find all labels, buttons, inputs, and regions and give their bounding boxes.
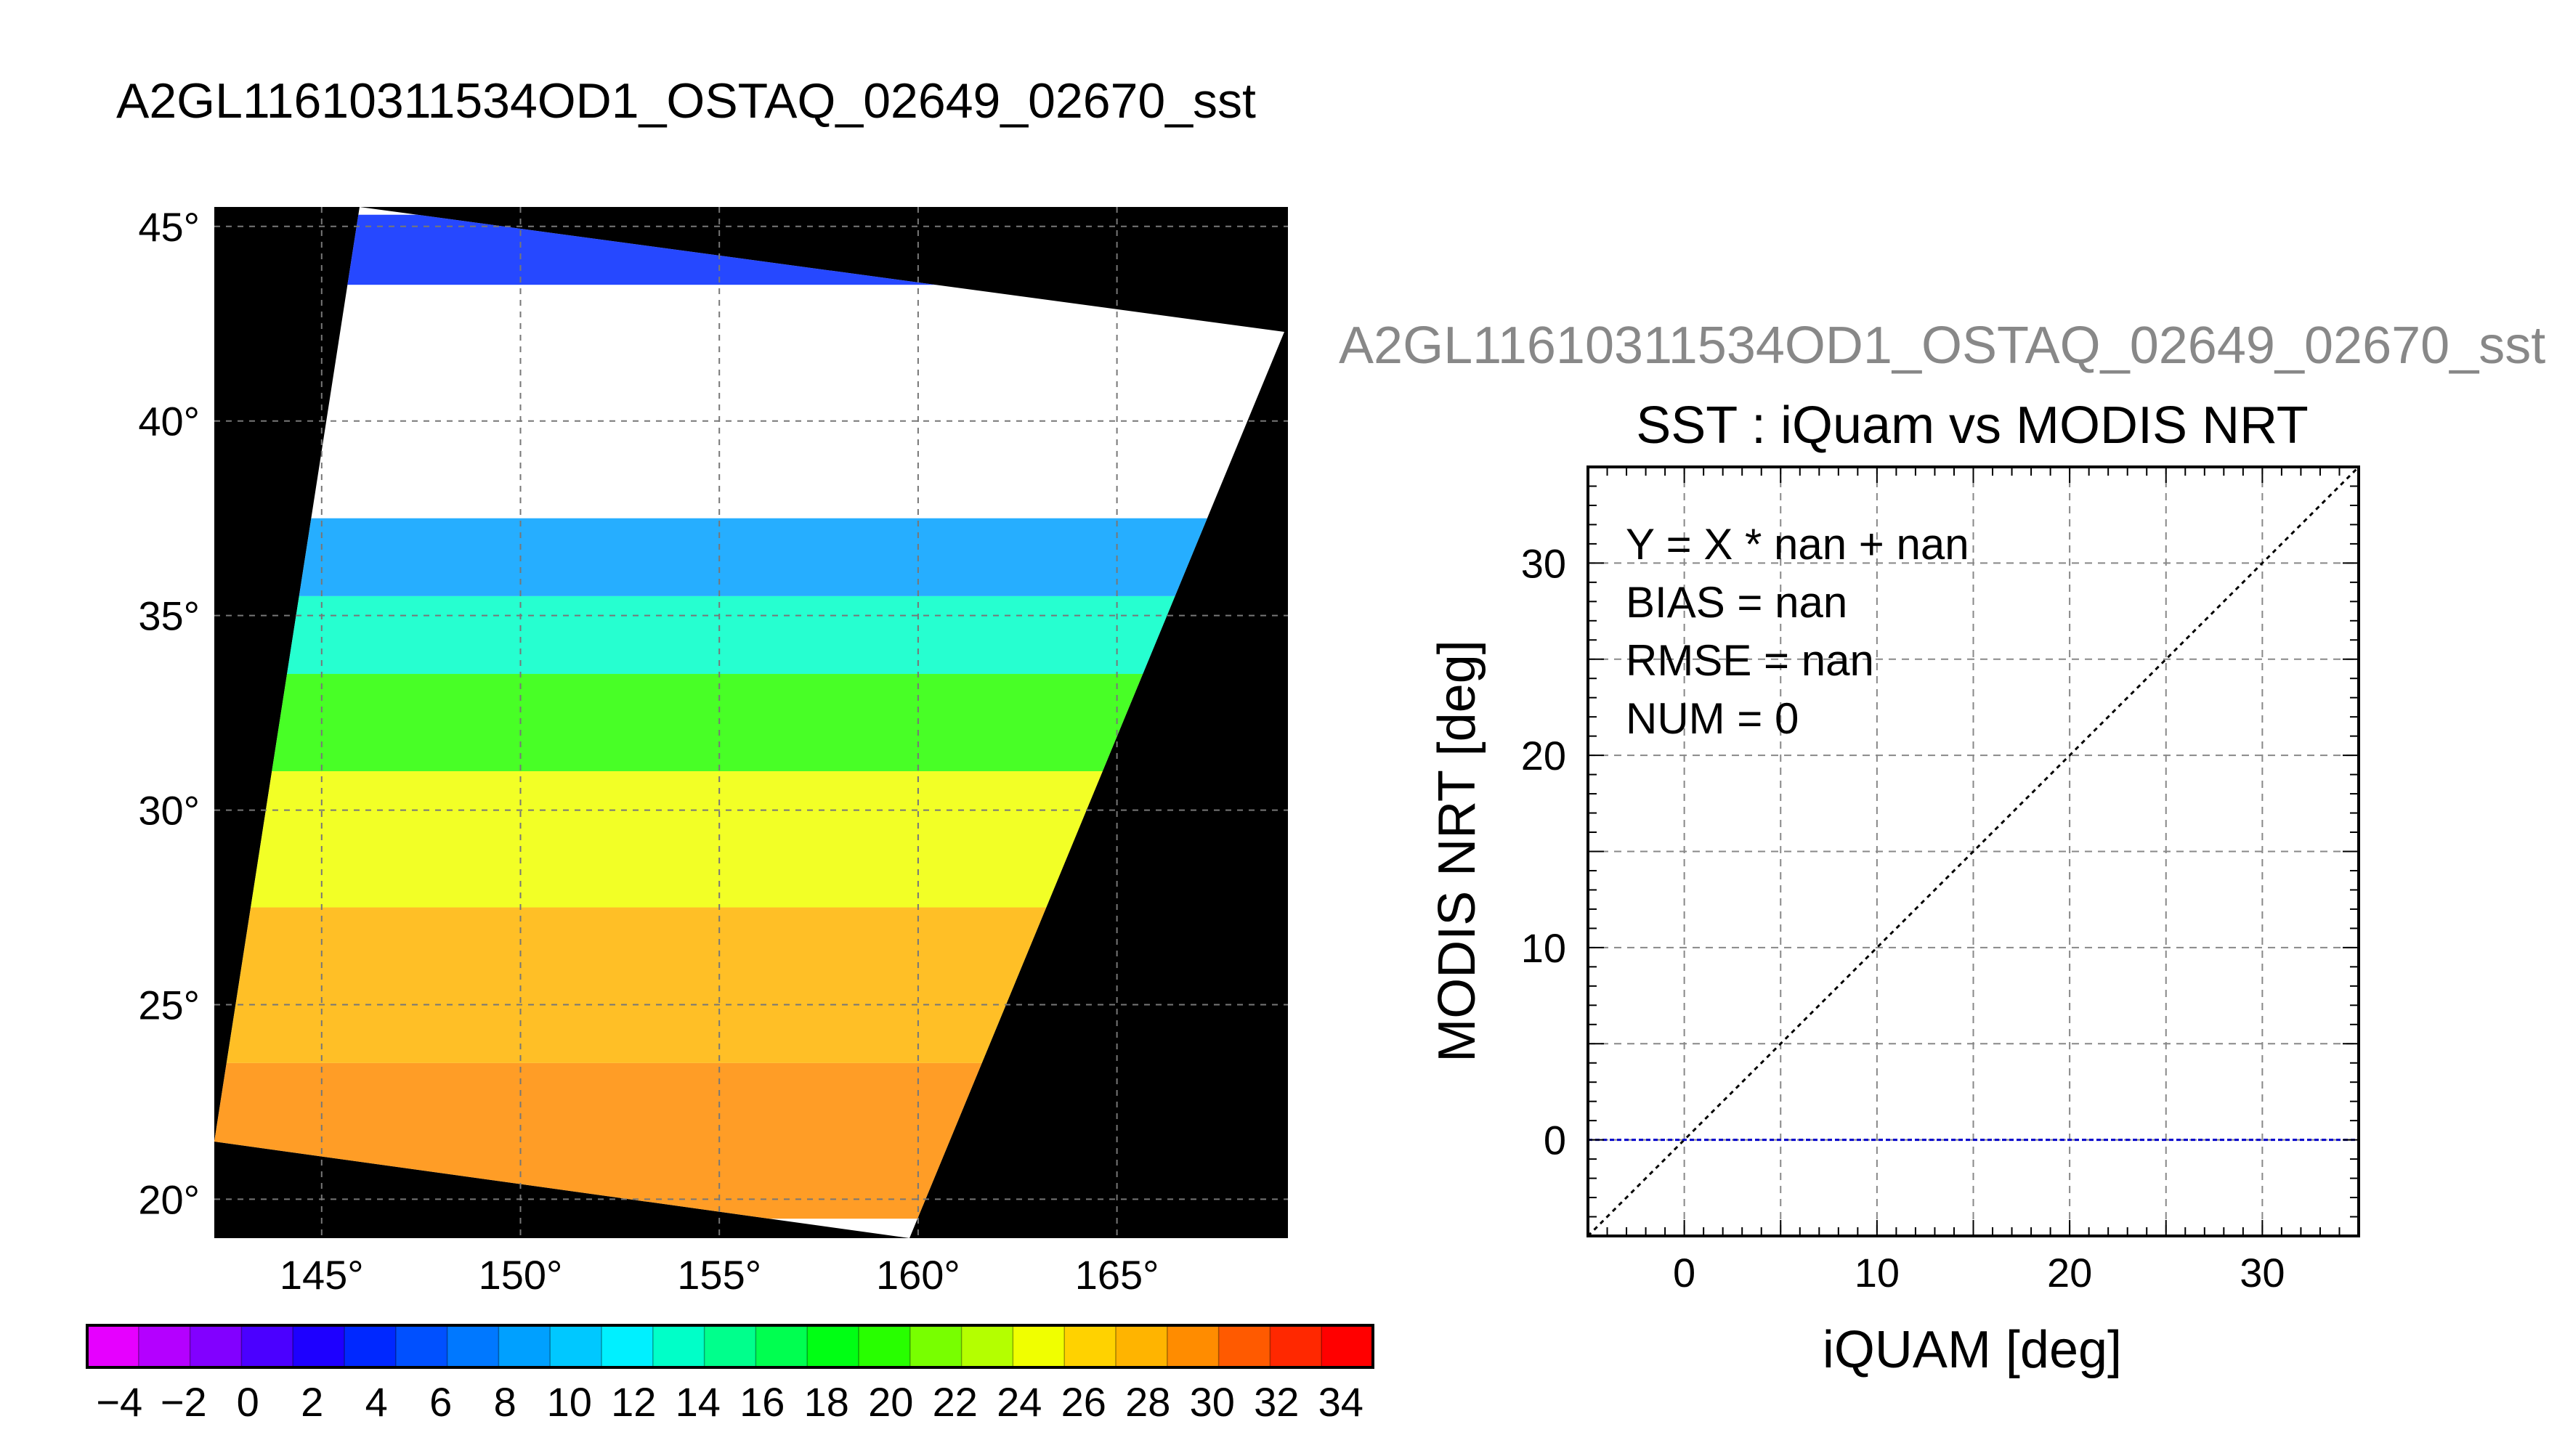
scatter-y-tick-label: 30 xyxy=(1521,540,1566,586)
sst-band-3 xyxy=(214,674,1284,771)
colorbar-cell xyxy=(1167,1325,1220,1367)
sst-band-5 xyxy=(214,518,1284,596)
colorbar-tick-label: 14 xyxy=(676,1379,721,1425)
colorbar-cell xyxy=(807,1325,859,1367)
colorbar-tick-label: 34 xyxy=(1318,1379,1363,1425)
colorbar-tick-label: 28 xyxy=(1125,1379,1170,1425)
colorbar-cell xyxy=(1064,1325,1117,1367)
colorbar-cell xyxy=(859,1325,911,1367)
scatter-x-tick-label: 10 xyxy=(1855,1250,1900,1296)
map-y-tick-label: 35° xyxy=(138,593,200,639)
colorbar-cell xyxy=(241,1325,293,1367)
scatter-x-tick-label: 30 xyxy=(2240,1250,2285,1296)
colorbar-cell xyxy=(909,1325,963,1367)
colorbar-tick-label: 12 xyxy=(611,1379,656,1425)
colorbar-tick-label: 2 xyxy=(301,1379,323,1425)
scatter-super-title: A2GL11610311534OD1_OSTAQ_02649_02670_sst xyxy=(1339,317,2545,375)
colorbar-frame xyxy=(86,1324,1374,1369)
colorbar-cell xyxy=(293,1325,345,1367)
colorbar-tick-label: 20 xyxy=(868,1379,913,1425)
colorbar-cell xyxy=(961,1325,1013,1367)
colorbar-tick-label: 30 xyxy=(1190,1379,1235,1425)
colorbar-tick-label: 26 xyxy=(1061,1379,1106,1425)
map-x-tick-label: 165° xyxy=(1075,1252,1159,1298)
scatter-y-tick-label: 0 xyxy=(1544,1118,1566,1163)
scatter-x-tick-labels: 0 10 20 30 xyxy=(1673,1250,2285,1296)
colorbar-cell xyxy=(652,1325,705,1367)
scatter-y-tick-label: 20 xyxy=(1521,733,1566,778)
scatter-y-tick-labels: 0 10 20 30 xyxy=(1521,540,1566,1163)
stats-rmse: RMSE = nan xyxy=(1626,636,1874,685)
colorbar-cell xyxy=(1270,1325,1322,1367)
colorbar-tick-label: 16 xyxy=(739,1379,785,1425)
stats-num: NUM = 0 xyxy=(1626,694,1799,743)
colorbar-cell xyxy=(138,1325,191,1367)
scatter-y-axis-label: MODIS NRT [deg] xyxy=(1428,640,1486,1062)
map-y-tick-label: 45° xyxy=(138,204,200,250)
map-x-tick-label: 150° xyxy=(479,1252,563,1298)
stats-bias: BIAS = nan xyxy=(1626,578,1847,627)
colorbar-cell xyxy=(601,1325,654,1367)
colorbar-cell xyxy=(1321,1325,1374,1367)
colorbar-tick-label: 4 xyxy=(365,1379,388,1425)
colorbar-tick-label: 8 xyxy=(494,1379,516,1425)
scatter-x-tick-label: 20 xyxy=(2047,1250,2092,1296)
map-y-tick-label: 20° xyxy=(138,1176,200,1222)
map-x-tick-label: 160° xyxy=(876,1252,960,1298)
map-y-tick-label: 30° xyxy=(138,788,200,834)
scatter-x-axis-label: iQUAM [deg] xyxy=(1823,1321,2122,1379)
colorbar-tick-labels: −4 −2 0 2 4 6 8 10 12 14 16 18 20 22 24 26 28 30 32 34 xyxy=(96,1379,1363,1425)
colorbar-cell xyxy=(755,1325,808,1367)
sst-colorbar: −4 −2 0 2 4 6 8 10 12 14 16 18 20 22 24 26 28 30 32 34 xyxy=(86,1324,1374,1425)
map-x-tick-label: 145° xyxy=(280,1252,364,1298)
colorbar-cell xyxy=(1116,1325,1168,1367)
colorbar-tick-label: 18 xyxy=(804,1379,849,1425)
colorbar-cell xyxy=(498,1325,551,1367)
colorbar-tick-label: 0 xyxy=(237,1379,259,1425)
identity-line xyxy=(1586,465,2360,1237)
colorbar-tick-label: 6 xyxy=(429,1379,452,1425)
colorbar-cell xyxy=(550,1325,602,1367)
colorbar-cell xyxy=(704,1325,756,1367)
scatter-y-tick-label: 10 xyxy=(1521,925,1566,971)
scatter-frame xyxy=(1586,465,2360,1237)
colorbar-cell xyxy=(395,1325,448,1367)
colorbar-tick-label: 32 xyxy=(1254,1379,1299,1425)
sst-band-4 xyxy=(214,595,1284,675)
map-y-tick-label: 40° xyxy=(138,399,200,444)
stats-equation: Y = X * nan + nan xyxy=(1626,520,1969,569)
map-latitude-ticks: 45° 40° 35° 30° 25° 20° xyxy=(138,204,200,1223)
scatter-panel: A2GL11610311534OD1_OSTAQ_02649_02670_sst… xyxy=(1339,317,2545,1379)
colorbar-cell xyxy=(1218,1325,1271,1367)
map-y-tick-label: 25° xyxy=(138,982,200,1028)
colorbar-cell xyxy=(447,1325,499,1367)
colorbar-cell xyxy=(344,1325,397,1367)
colorbar-tick-label: 24 xyxy=(997,1379,1042,1425)
colorbar-cell xyxy=(190,1325,242,1367)
map-longitude-ticks: 145° 150° 155° 160° 165° xyxy=(280,1252,1159,1298)
colorbar-tick-label: −4 xyxy=(96,1379,142,1425)
colorbar-cell xyxy=(87,1325,139,1367)
page-title: A2GL11610311534OD1_OSTAQ_02649_02670_sst xyxy=(116,73,1256,129)
colorbar-tick-label: 22 xyxy=(933,1379,978,1425)
colorbar-cells xyxy=(87,1325,1374,1367)
colorbar-cell xyxy=(1013,1325,1065,1367)
map-x-tick-label: 155° xyxy=(677,1252,761,1298)
sst-map: 145° 150° 155° 160° 165° 45° 40° 35° 30° 25° 20° xyxy=(138,204,1288,1298)
map-grid xyxy=(214,207,1288,1238)
colorbar-tick-label: 10 xyxy=(547,1379,592,1425)
scatter-title: SST : iQuam vs MODIS NRT xyxy=(1636,396,2309,455)
scatter-x-tick-label: 0 xyxy=(1673,1250,1695,1296)
colorbar-tick-label: −2 xyxy=(161,1379,207,1425)
